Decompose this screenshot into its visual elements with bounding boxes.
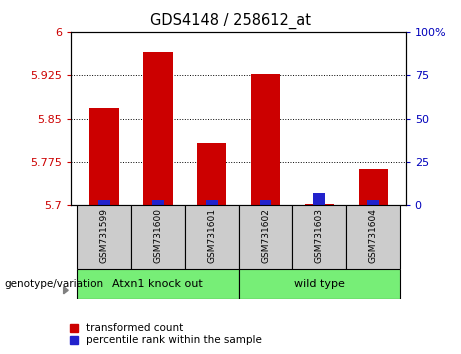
Bar xyxy=(89,108,118,205)
Bar xyxy=(206,200,218,205)
Bar xyxy=(98,200,110,205)
Text: GSM731600: GSM731600 xyxy=(153,209,162,263)
Bar xyxy=(239,205,292,269)
Bar xyxy=(197,143,226,205)
Text: wild type: wild type xyxy=(294,279,345,289)
Bar xyxy=(260,200,272,205)
Bar xyxy=(359,170,388,205)
Polygon shape xyxy=(64,287,68,294)
Text: GSM731604: GSM731604 xyxy=(369,209,378,263)
Bar xyxy=(251,74,280,205)
Bar xyxy=(292,205,346,269)
Text: GDS4148 / 258612_at: GDS4148 / 258612_at xyxy=(150,12,311,29)
Bar xyxy=(77,269,239,299)
Text: GSM731601: GSM731601 xyxy=(207,209,216,263)
Bar xyxy=(239,269,400,299)
Text: genotype/variation: genotype/variation xyxy=(5,279,104,289)
Bar xyxy=(152,200,164,205)
Bar xyxy=(185,205,239,269)
Bar xyxy=(77,205,131,269)
Legend: transformed count, percentile rank within the sample: transformed count, percentile rank withi… xyxy=(70,323,262,345)
Bar xyxy=(143,52,172,205)
Bar xyxy=(305,204,334,205)
Bar xyxy=(367,200,379,205)
Text: GSM731603: GSM731603 xyxy=(315,209,324,263)
Text: Atxn1 knock out: Atxn1 knock out xyxy=(112,279,203,289)
Bar xyxy=(346,205,400,269)
Bar xyxy=(313,193,325,205)
Text: GSM731599: GSM731599 xyxy=(99,209,108,263)
Text: GSM731602: GSM731602 xyxy=(261,209,270,263)
Bar xyxy=(131,205,185,269)
